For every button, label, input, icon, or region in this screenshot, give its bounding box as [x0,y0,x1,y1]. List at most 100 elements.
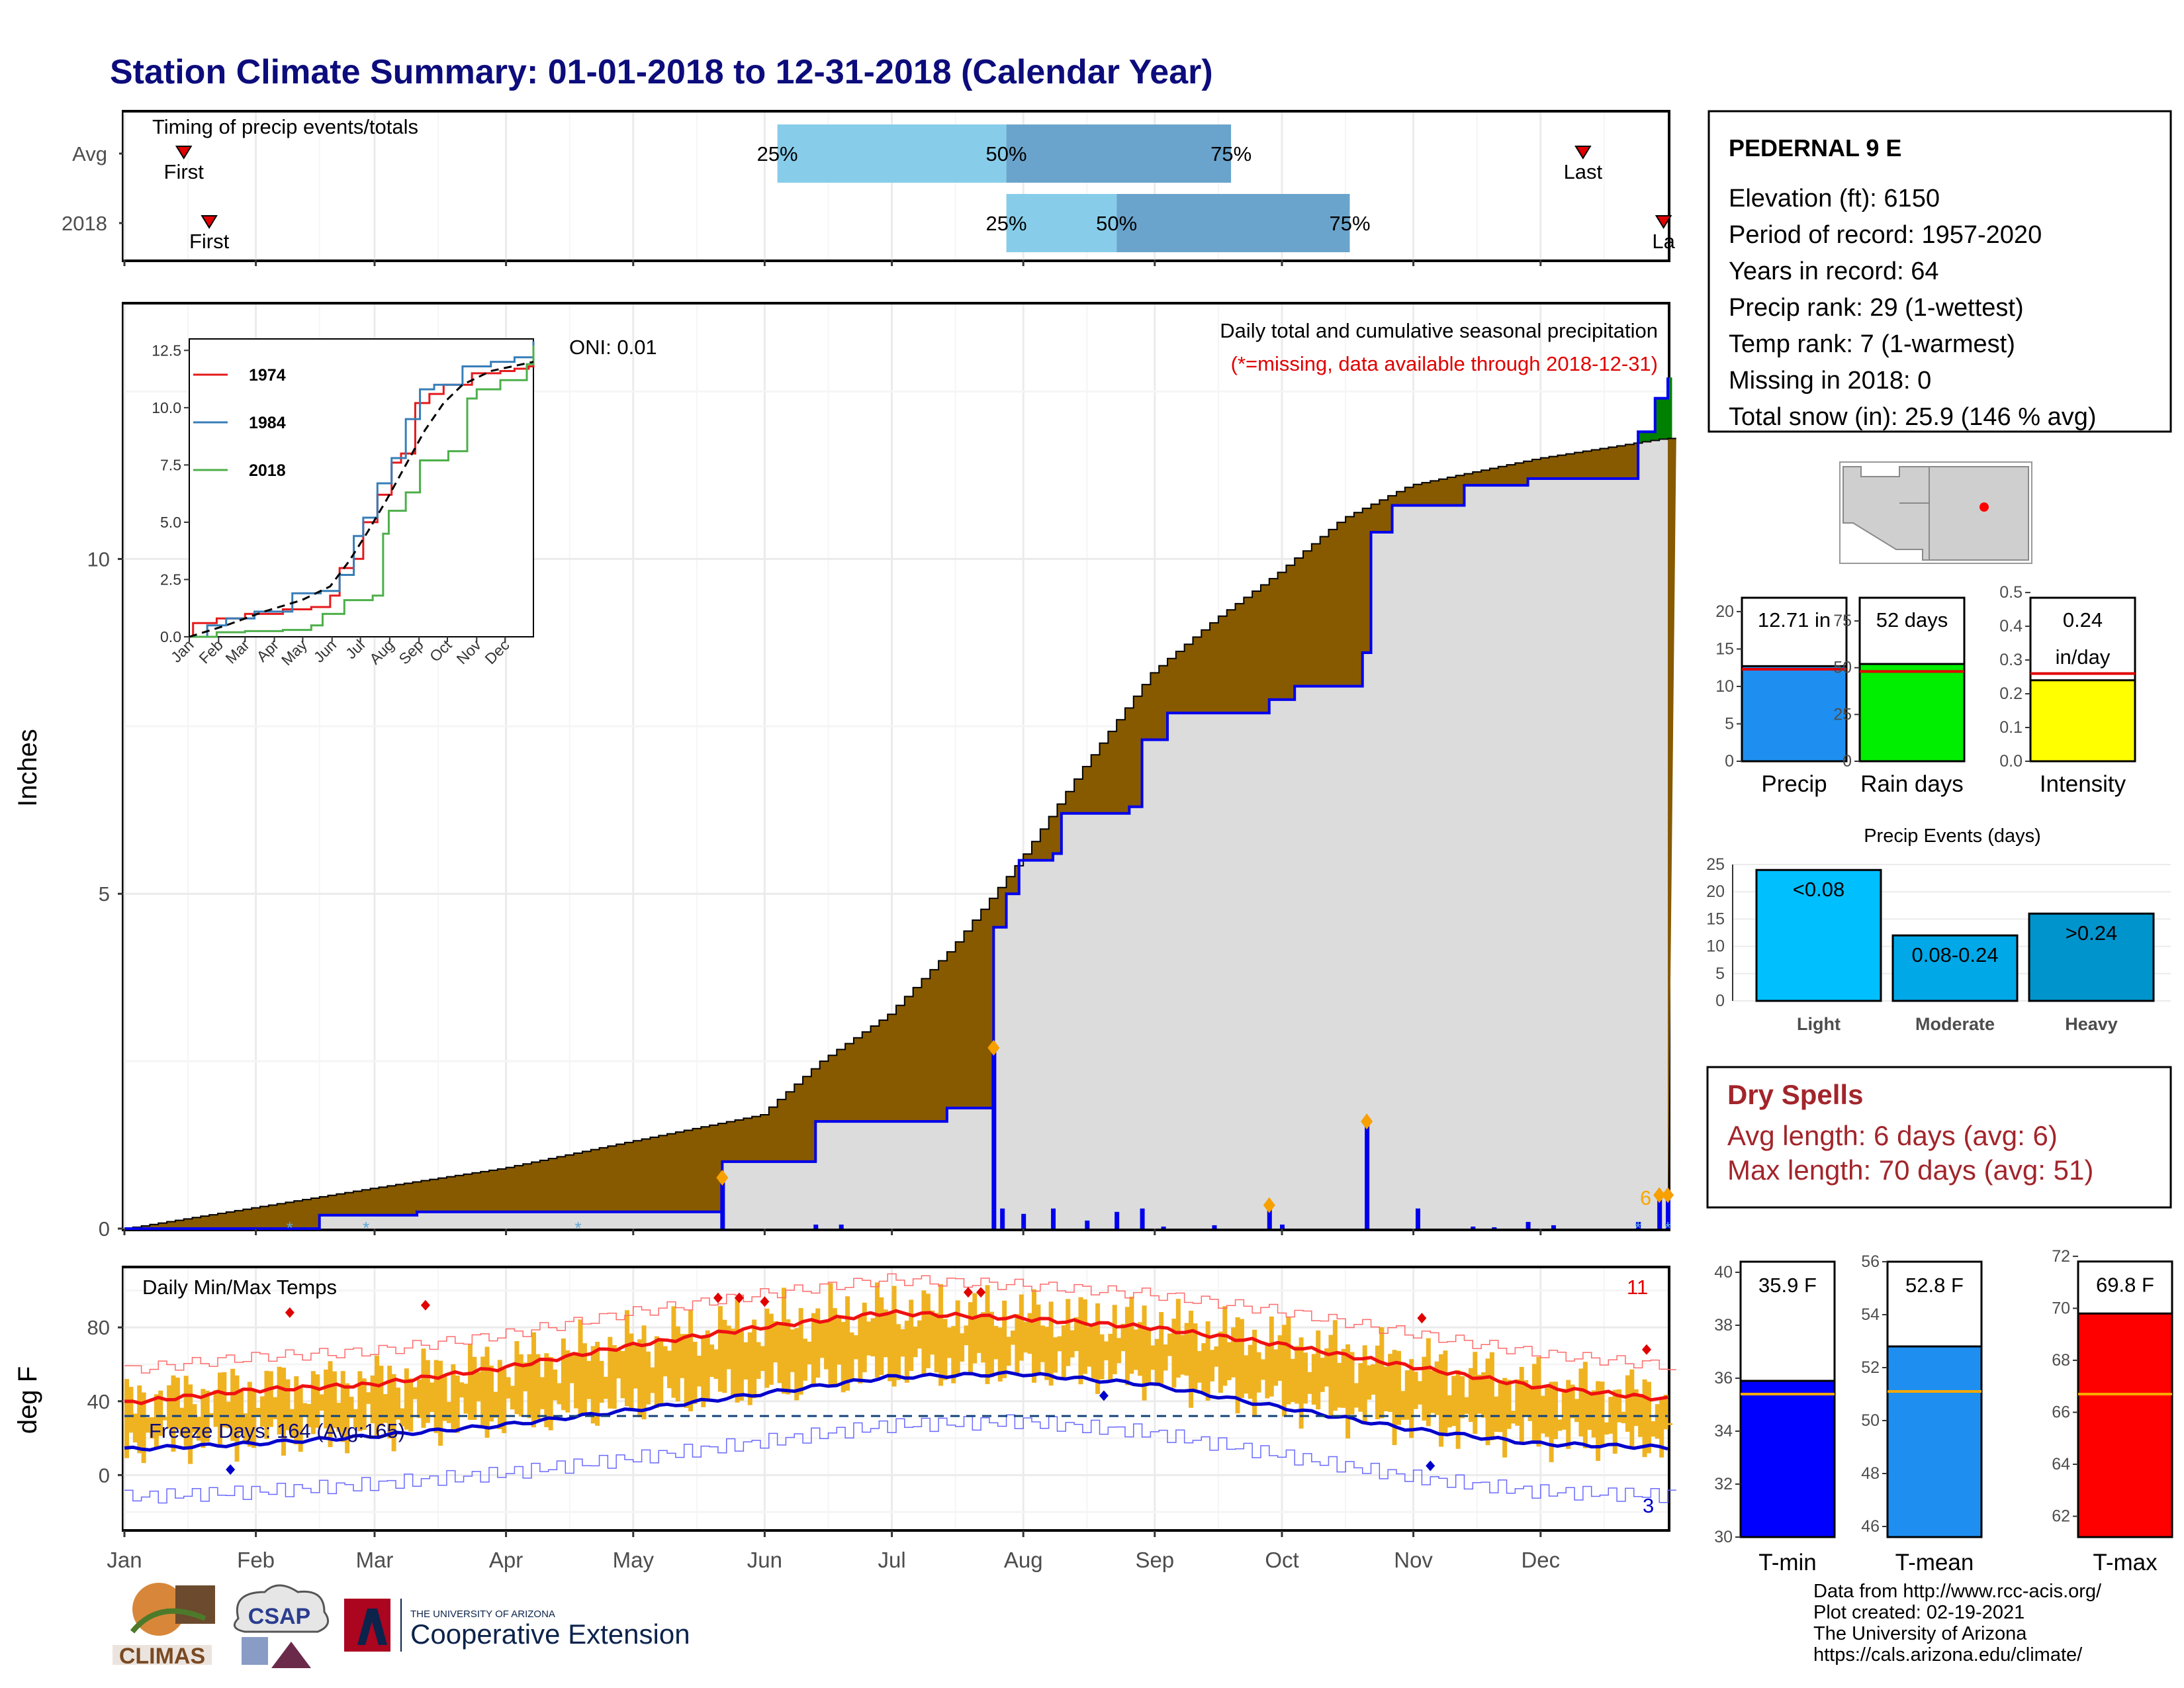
summary-bar-value-label: 12.71 in [1758,608,1831,632]
daily-temp-bar [1261,1359,1265,1380]
summary-bar-tick-label: 0 [1725,752,1734,771]
daily-temp-bar [1430,1370,1435,1413]
summary-bar-tick-label: 50 [1833,659,1852,677]
daily-temp-bar [1078,1297,1083,1385]
daily-precip-bar [1365,1121,1369,1229]
first-event-label: First [164,160,205,183]
page-title: Station Climate Summary: 01-01-2018 to 1… [110,53,1213,91]
daily-temp-bar [1091,1325,1096,1379]
daily-temp-bar [540,1377,545,1409]
daily-temp-bar [786,1319,790,1394]
station-detail-line: Precip rank: 29 (1-wettest) [1729,294,2024,322]
temp-bar-value [1741,1381,1835,1537]
daily-temp-bar [764,1309,769,1388]
temp-bar-tick-label: 72 [2052,1247,2070,1266]
daily-temp-bar [128,1387,133,1432]
temp-bar-tick-label: 34 [1714,1422,1733,1440]
dry-spells-avg: Avg length: 6 days (avg: 6) [1727,1120,2058,1151]
daily-precip-bar [720,1178,725,1229]
daily-temp-bar [434,1360,439,1433]
daily-temp-bar [417,1380,422,1418]
daily-temp-bar [1405,1370,1410,1420]
daily-temp-bar [1345,1344,1350,1438]
temp-bar-tick-label: 32 [1714,1475,1733,1493]
daily-precip-bar [1416,1209,1420,1229]
daily-temp-bar [1447,1395,1452,1428]
daily-temp-bar [1490,1352,1494,1440]
daily-temp-bar [1240,1319,1244,1398]
daily-temp-bar [1520,1367,1524,1442]
station-location-marker [1979,502,1989,512]
daily-temp-bar [430,1383,434,1413]
temp-panel: 04080 Daily Min/Max Temps Freeze Days: 1… [13,1267,1676,1530]
temp-ytick-label: 0 [99,1464,110,1487]
daily-temp-bar [1375,1346,1380,1419]
daily-temp-bar [1295,1346,1299,1403]
daily-temp-bar [565,1350,570,1413]
temp-bar-tick-label: 70 [2052,1299,2070,1317]
inset-ytick-label: 2.5 [160,571,181,588]
daily-temp-bar [447,1402,451,1423]
svg-text:CSAP: CSAP [248,1604,310,1629]
daily-temp-bar [1201,1343,1206,1393]
daily-temp-bar [1562,1389,1567,1430]
daily-temp-bar [1104,1341,1109,1360]
daily-temp-bar [604,1377,608,1399]
timing-q25-label: 25% [757,142,798,165]
timing-row-label: 2018 [62,212,107,235]
daily-temp-bar [714,1349,719,1379]
daily-temp-bar [900,1329,905,1356]
daily-temp-bar [1100,1335,1105,1380]
event-category-label: Moderate [1915,1014,1995,1034]
daily-temp-bar [773,1321,778,1362]
daily-temp-bar [1574,1399,1579,1422]
daily-temp-bar [235,1376,240,1462]
daily-temp-bar [850,1333,854,1382]
summary-bar-tick-label: 25 [1833,705,1852,724]
daily-temp-bar [1312,1354,1316,1404]
station-box: PEDERNAL 9 E Elevation (ft): 6150Period … [1709,111,2171,432]
precip-count: 6 [1640,1186,1651,1209]
daily-temp-bar [489,1366,494,1421]
daily-temp-bar [803,1338,807,1380]
daily-temp-bar [731,1329,735,1396]
temp-bar-tick-label: 38 [1714,1316,1733,1335]
daily-temp-bar [1303,1352,1308,1403]
daily-temp-bar [1578,1368,1583,1436]
event-category-label: Light [1797,1014,1841,1034]
daily-temp-bar [1541,1396,1545,1434]
daily-temp-bar [1108,1334,1113,1382]
daily-temp-bar [646,1352,651,1405]
daily-temp-bar [531,1333,536,1428]
snow-day-marker: * [363,1218,369,1238]
station-detail-line: Elevation (ft): 6150 [1729,185,1940,212]
precip-panel: * * * * * 0510 Daily total and cumulative se… [13,303,1676,1241]
last-event-label: Last [1564,160,1603,183]
daily-temp-bar [477,1372,481,1401]
daily-temp-bar [1557,1419,1562,1430]
timing-row-label: Avg [72,142,107,165]
daily-temp-bar [735,1297,740,1403]
logo-strip: CLIMAS CSAP THE UNIVERSITY OF ARIZONA Co… [106,1579,768,1678]
daily-temp-bar [1244,1355,1248,1393]
daily-temp-bar [1066,1299,1070,1366]
daily-temp-bar [964,1325,969,1345]
daily-precip-bar [839,1225,844,1229]
daily-temp-bar [1358,1363,1363,1412]
timing-panel: Avg 25% 50% 75%First Last2018 25% 50% 75%First L… [62,111,1676,266]
daily-temp-bar [1299,1337,1304,1429]
daily-temp-bar [438,1361,443,1446]
summary-bar-unit-label: in/day [2056,645,2111,669]
timing-title: Timing of precip events/totals [152,115,418,138]
daily-temp-bar [1536,1357,1541,1447]
daily-temp-bar [510,1386,515,1410]
daily-temp-bar [591,1346,596,1424]
daily-temp-bar [989,1312,994,1378]
temp-bar-tick-label: 30 [1714,1528,1733,1546]
daily-temp-bar [1456,1370,1461,1449]
month-tick-label: Apr [489,1548,523,1572]
month-tick-label: May [613,1548,655,1572]
daily-temp-bar [718,1306,723,1391]
daily-precip-bar [813,1225,818,1229]
temp-ylabel: deg F [13,1366,42,1434]
